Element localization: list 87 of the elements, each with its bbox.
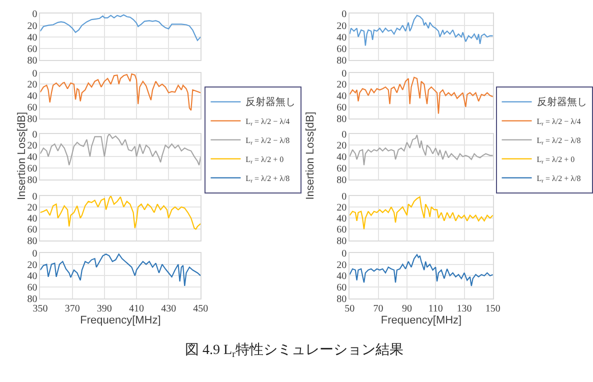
x-tick-label: 110	[428, 303, 443, 314]
y-tick-label: 80	[336, 56, 347, 67]
line-series	[40, 254, 201, 287]
y-tick-label: 40	[27, 152, 38, 164]
y-tick-label: 80	[336, 294, 347, 305]
y-tick-label: 0	[32, 129, 38, 140]
caption: 図 4.9 L$_{r}$特性シミュレーション結果	[185, 342, 404, 360]
y-tick-label: 80	[27, 294, 38, 305]
legend-label: L$_{r}$ = λ/2 − λ/4	[246, 116, 290, 128]
y-tick-label: 60	[336, 163, 347, 174]
x-axis-title: Frequency[MHz]	[380, 314, 462, 327]
y-tick-label: 60	[27, 102, 38, 114]
y-tick-label: 60	[336, 44, 347, 56]
y-tick-label: 40	[27, 271, 38, 282]
x-tick-label: 90	[402, 303, 412, 314]
y-tick-label: 0	[342, 68, 347, 80]
line-series	[350, 76, 493, 114]
legend-label: L$_{r}$ = λ/2 + 0	[246, 154, 284, 166]
y-tick-label: 60	[336, 282, 347, 294]
legend-label: L$_{r}$ = λ/2 − λ/4	[536, 116, 581, 128]
y-tick-label: 0	[32, 248, 38, 260]
y-tick-label: 60	[336, 224, 347, 236]
line-series	[350, 254, 493, 287]
y-tick-label: 60	[27, 163, 38, 174]
y-tick-label: 60	[27, 224, 38, 236]
y-axis-title: Insertion Loss[dB]	[304, 112, 317, 200]
x-tick-label: 410	[128, 303, 144, 314]
x-tick-label: 450	[193, 303, 208, 314]
line-series	[40, 14, 201, 41]
y-tick-label: 20	[27, 140, 38, 152]
line-series	[350, 134, 493, 166]
y-tick-label: 20	[336, 202, 347, 214]
line-series	[350, 14, 493, 46]
y-tick-label: 20	[27, 80, 38, 91]
legend-label: L$_{r}$ = λ/2 + λ/8	[246, 174, 290, 185]
legend-label: 反射器無し	[246, 96, 296, 108]
x-tick-label: 70	[373, 303, 384, 314]
y-tick-label: 40	[336, 32, 347, 44]
y-tick-label: 20	[336, 260, 347, 271]
y-tick-label: 80	[27, 114, 38, 125]
y-tick-label: 0	[342, 9, 347, 20]
y-tick-label: 0	[32, 191, 38, 202]
x-tick-label: 130	[456, 303, 472, 314]
y-tick-label: 20	[27, 20, 38, 32]
y-tick-label: 0	[32, 68, 38, 80]
x-tick-label: 150	[485, 303, 500, 314]
legend-label: L$_{r}$ = λ/2 − λ/8	[246, 136, 290, 147]
y-tick-label: 60	[27, 44, 38, 56]
legend-label: L$_{r}$ = λ/2 + 0	[536, 154, 575, 166]
y-tick-label: 40	[336, 91, 347, 102]
y-tick-label: 80	[27, 174, 38, 186]
y-tick-label: 20	[336, 140, 347, 152]
y-tick-label: 20	[27, 202, 38, 214]
y-axis-title: Insertion Loss[dB]	[16, 112, 28, 200]
legend-label: L$_{r}$ = λ/2 − λ/8	[536, 136, 581, 147]
y-tick-label: 40	[336, 271, 347, 282]
y-tick-label: 40	[336, 152, 347, 164]
y-tick-label: 60	[336, 102, 347, 114]
line-series	[40, 196, 201, 230]
y-tick-label: 20	[336, 20, 347, 32]
x-tick-label: 430	[161, 303, 176, 314]
y-tick-label: 80	[336, 114, 347, 125]
legend-label: 反射器無し	[536, 96, 587, 108]
y-tick-label: 80	[27, 56, 38, 67]
x-tick-label: 390	[96, 303, 112, 314]
x-axis-title: Frequency[MHz]	[80, 314, 161, 327]
y-tick-label: 20	[336, 80, 347, 91]
y-tick-label: 0	[342, 129, 347, 140]
y-tick-label: 40	[27, 91, 38, 102]
legend-label: L$_{r}$ = λ/2 + λ/8	[536, 174, 581, 185]
y-tick-label: 80	[27, 236, 38, 247]
y-tick-label: 0	[342, 248, 347, 260]
line-series	[40, 73, 201, 111]
line-series	[350, 196, 493, 230]
x-tick-label: 350	[32, 303, 48, 314]
y-tick-label: 40	[336, 214, 347, 225]
y-tick-label: 20	[27, 260, 38, 271]
y-tick-label: 0	[32, 9, 38, 20]
y-tick-label: 0	[342, 191, 347, 202]
x-tick-label: 50	[344, 303, 355, 314]
y-tick-label: 80	[336, 174, 347, 186]
y-tick-label: 40	[27, 32, 38, 44]
y-tick-label: 80	[336, 236, 347, 247]
line-series	[40, 134, 201, 166]
y-tick-label: 60	[27, 282, 38, 294]
y-tick-label: 40	[27, 214, 38, 225]
x-tick-label: 370	[64, 303, 80, 314]
